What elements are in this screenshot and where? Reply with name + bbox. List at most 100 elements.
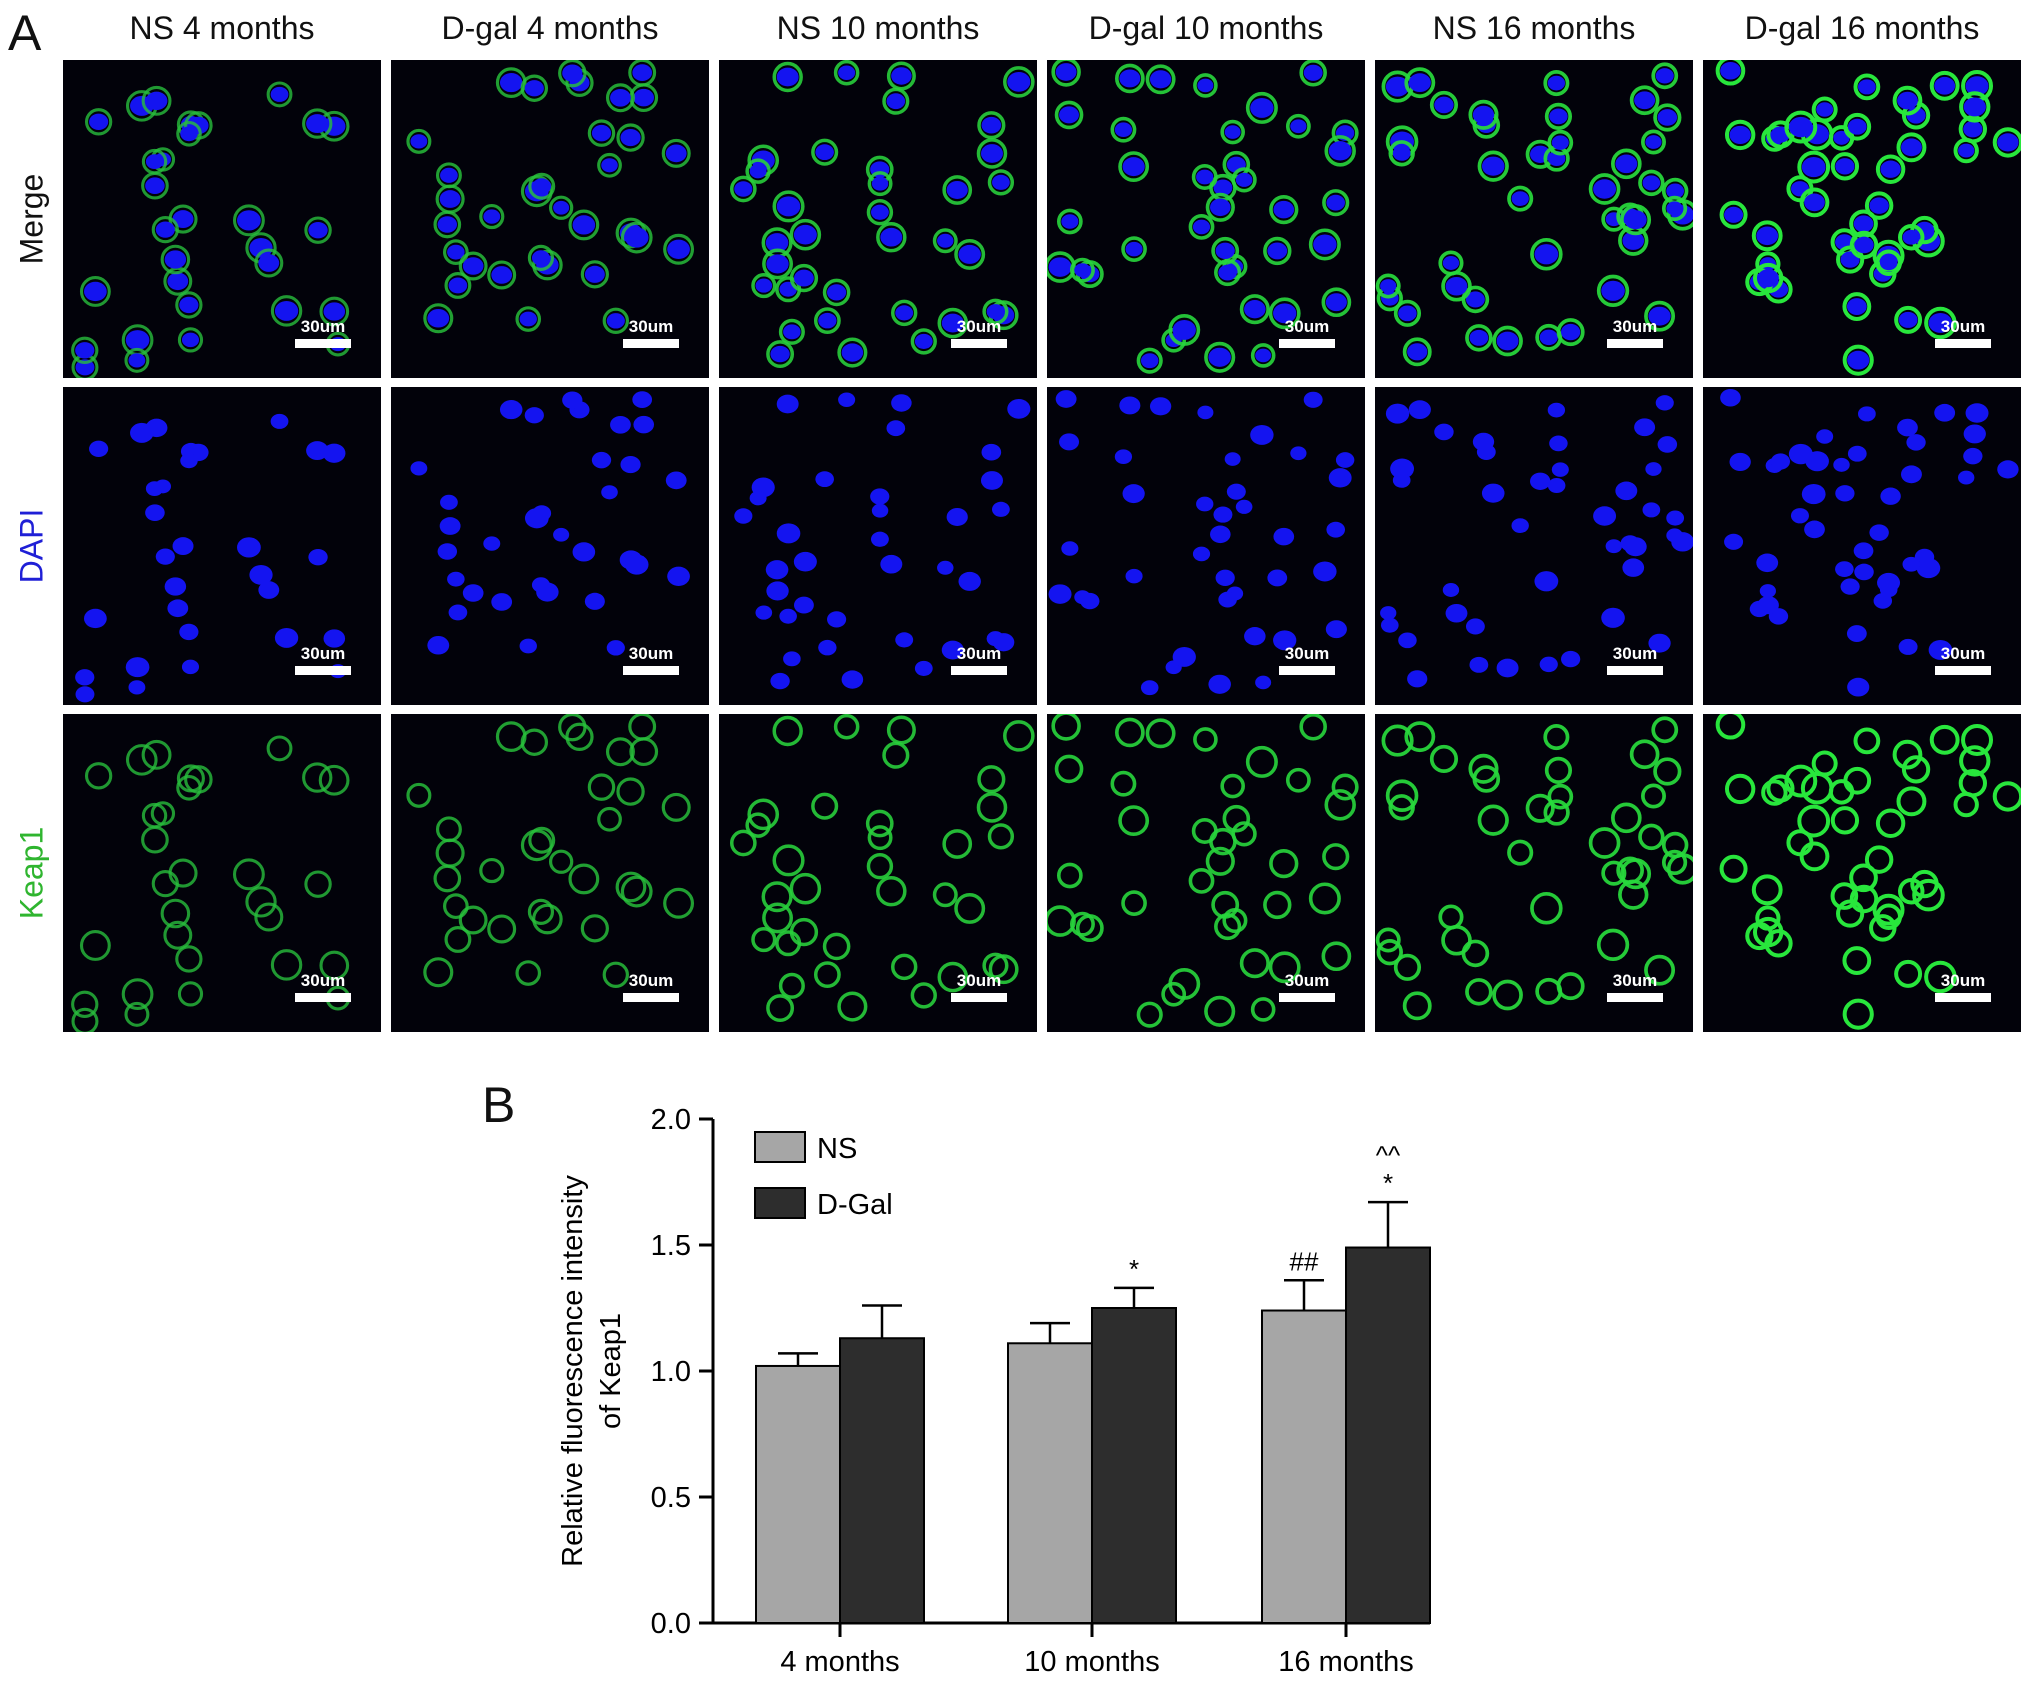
keap1-stain xyxy=(1797,804,1831,838)
keap1-stain xyxy=(141,825,169,854)
dapi-nucleus xyxy=(462,257,484,275)
bar-d-gal xyxy=(839,1337,925,1625)
dapi-nucleus xyxy=(783,324,801,340)
dapi-nucleus xyxy=(274,300,299,321)
keap1-stain xyxy=(1269,848,1299,879)
keap1-stain xyxy=(1751,874,1783,906)
dapi-nucleus xyxy=(981,116,1002,134)
dapi-nucleus xyxy=(1048,584,1072,604)
dapi-nucleus xyxy=(439,517,461,535)
dapi-nucleus xyxy=(1804,193,1825,212)
dapi-nucleus xyxy=(258,254,280,272)
dapi-nucleus xyxy=(167,599,189,618)
dapi-nucleus xyxy=(1335,452,1355,468)
keap1-stain xyxy=(1051,714,1081,741)
dapi-nucleus xyxy=(1720,388,1741,407)
dapi-nucleus xyxy=(531,577,550,593)
cell-field xyxy=(1048,390,1355,696)
keap1-stain xyxy=(661,138,691,168)
micrograph-keap1: 30um xyxy=(719,714,1037,1032)
dapi-nucleus xyxy=(1615,481,1638,501)
dapi-nucleus xyxy=(1226,483,1246,500)
column-title: NS 10 months xyxy=(776,10,980,46)
keap1-stain xyxy=(745,158,771,184)
micrograph-dapi: 30um xyxy=(1703,387,2021,705)
dapi-nucleus xyxy=(779,608,797,624)
keap1-stain xyxy=(1507,839,1534,866)
keap1-stain xyxy=(867,171,893,197)
keap1-stain xyxy=(406,782,432,808)
keap1-stain xyxy=(528,172,556,200)
keap1-stain xyxy=(891,299,918,327)
dapi-nucleus xyxy=(167,272,189,291)
dapi-nucleus xyxy=(180,453,198,469)
keap1-stain xyxy=(1619,858,1652,890)
dapi-nucleus xyxy=(1549,435,1568,452)
keap1-stain xyxy=(876,875,907,907)
dapi-nucleus xyxy=(1140,353,1159,369)
keap1-stain xyxy=(1629,85,1660,116)
keap1-stain xyxy=(1441,924,1472,956)
dapi-nucleus xyxy=(519,638,537,654)
keap1-stain xyxy=(1477,150,1509,182)
dapi-nucleus xyxy=(1963,447,1983,465)
dapi-nucleus xyxy=(75,342,95,359)
dapi-nucleus xyxy=(155,548,175,565)
keap1-stain xyxy=(1393,299,1422,327)
keap1-stain xyxy=(954,892,986,924)
dapi-nucleus xyxy=(1114,449,1133,465)
scale-bar-line xyxy=(623,666,679,675)
keap1-stain xyxy=(1429,744,1459,774)
dapi-nucleus xyxy=(770,345,790,363)
dapi-nucleus xyxy=(1250,97,1274,118)
keap1-stain xyxy=(84,108,113,136)
keap1-stain xyxy=(245,886,277,918)
dapi-nucleus xyxy=(1601,280,1625,301)
keap1-stain xyxy=(1205,192,1235,222)
keap1-stain xyxy=(568,209,600,241)
significance-marker: * xyxy=(1383,1168,1393,1198)
column-title: NS 16 months xyxy=(1432,10,1636,46)
keap1-stain xyxy=(1239,294,1270,325)
dapi-nucleus xyxy=(1858,79,1876,95)
keap1-stain xyxy=(1263,236,1292,266)
keap1-stain xyxy=(1961,723,1994,756)
keap1-stain xyxy=(1438,904,1464,930)
keap1-stain xyxy=(605,737,635,767)
keap1-stain xyxy=(177,981,204,1007)
dapi-nucleus xyxy=(427,308,450,328)
keap1-stain xyxy=(1530,891,1563,925)
dapi-nucleus xyxy=(871,503,889,518)
keap1-stain xyxy=(1872,893,1905,926)
keap1-stain xyxy=(1959,745,1991,777)
dapi-nucleus xyxy=(818,312,837,329)
dapi-nucleus xyxy=(128,353,146,368)
dapi-nucleus xyxy=(1657,109,1678,126)
dapi-nucleus xyxy=(1172,320,1196,340)
keap1-stain xyxy=(1468,753,1499,784)
dapi-nucleus xyxy=(1898,638,1918,655)
keap1-stain xyxy=(1388,794,1415,821)
keap1-stain xyxy=(587,119,616,147)
x-tick-label: 10 months xyxy=(1024,1646,1159,1678)
keap1-stain xyxy=(1596,928,1630,961)
dapi-nucleus xyxy=(1622,558,1645,577)
dapi-nucleus xyxy=(1853,215,1874,233)
dapi-nucleus xyxy=(1816,429,1834,444)
y-tick-label: 0.0 xyxy=(651,1608,691,1640)
row-label-dapi: DAPI xyxy=(13,508,50,584)
dapi-nucleus xyxy=(83,281,107,302)
keap1-stain xyxy=(1875,808,1906,838)
keap1-stain xyxy=(616,123,645,152)
dapi-nucleus xyxy=(270,86,289,102)
keap1-stain xyxy=(932,882,958,908)
keap1-stain xyxy=(778,972,805,999)
dapi-nucleus xyxy=(1854,236,1874,254)
keap1-stain xyxy=(977,765,1006,794)
dapi-nucleus xyxy=(1756,226,1779,246)
dapi-nucleus xyxy=(1472,105,1495,124)
dapi-nucleus xyxy=(1481,156,1505,176)
dapi-nucleus xyxy=(914,660,933,676)
keap1-stain xyxy=(1136,1001,1163,1028)
keap1-stain xyxy=(1784,110,1818,144)
